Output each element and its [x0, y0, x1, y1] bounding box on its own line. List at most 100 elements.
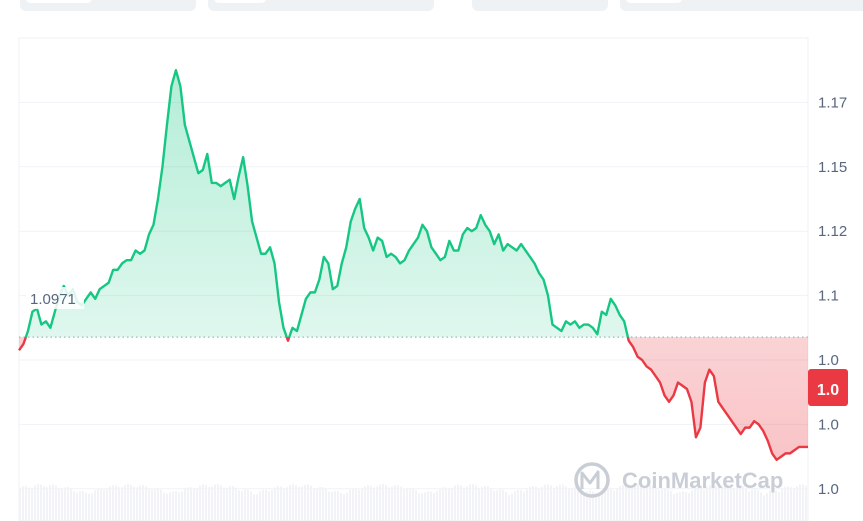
volume-bar: [643, 487, 645, 521]
baseline-label-bg: [26, 287, 84, 309]
current-price-label: 1.0: [817, 382, 839, 399]
volume-bar: [538, 488, 540, 521]
volume-bar: [439, 488, 441, 521]
volume-bar: [118, 487, 120, 521]
volume-bar: [436, 490, 438, 521]
volume-bar: [595, 493, 597, 521]
volume-bar: [268, 491, 270, 521]
volume-bar: [181, 491, 183, 521]
volume-bar: [748, 491, 750, 521]
volume-bar: [577, 487, 579, 521]
volume-bar: [313, 488, 315, 521]
volume-bar: [760, 492, 762, 521]
volume-bar: [535, 486, 537, 521]
volume-bar: [154, 488, 156, 521]
volume-bar: [544, 484, 546, 521]
volume-bar: [412, 488, 414, 521]
volume-bar: [274, 487, 276, 521]
volume-bar: [151, 489, 153, 521]
volume-bar: [751, 489, 753, 521]
volume-bar: [691, 490, 693, 521]
volume-bar: [634, 484, 636, 521]
volume-bar: [388, 487, 390, 521]
volume-bar: [721, 485, 723, 521]
tab-selected-indicator: [214, 0, 266, 3]
volume-bar: [160, 489, 162, 521]
volume-bar: [109, 486, 111, 521]
volume-bar: [211, 486, 213, 521]
volume-bar: [451, 487, 453, 521]
volume-bar: [703, 489, 705, 521]
volume-bar: [52, 484, 54, 521]
volume-bar: [346, 492, 348, 521]
volume-bar: [262, 489, 264, 521]
volume-bar: [163, 492, 165, 521]
volume-bar: [226, 487, 228, 521]
volume-bar: [238, 490, 240, 521]
chart-type-tab-2[interactable]: [620, 0, 863, 11]
volume-bar: [349, 489, 351, 521]
volume-bar: [310, 485, 312, 521]
volume-bar: [394, 485, 396, 521]
volume-bar: [553, 487, 555, 521]
volume-bar: [448, 489, 450, 521]
volume-bar: [397, 485, 399, 521]
volume-bar: [325, 488, 327, 521]
volume-bar: [49, 485, 51, 521]
volume-bar: [484, 485, 486, 521]
volume-bar: [403, 489, 405, 521]
time-range-tab-2[interactable]: [208, 0, 434, 11]
volume-bar: [607, 488, 609, 521]
volume-bar: [145, 486, 147, 521]
volume-bar: [136, 487, 138, 521]
volume-bar: [91, 493, 93, 521]
volume-bar: [406, 489, 408, 521]
volume-bar: [802, 484, 804, 521]
volume-bar: [385, 485, 387, 521]
volume-bar: [343, 494, 345, 521]
volume-bar: [286, 487, 288, 521]
volume-bar: [673, 493, 675, 521]
volume-bar: [127, 484, 129, 521]
volume-bar: [55, 485, 57, 521]
volume-bar: [328, 491, 330, 521]
volume-bar: [559, 484, 561, 521]
volume-bar: [652, 485, 654, 521]
y-tick-label: 1.17: [818, 94, 847, 111]
volume-bar: [421, 493, 423, 521]
tab-selected-indicator: [26, 0, 92, 3]
volume-bar: [112, 485, 114, 521]
volume-bar: [625, 486, 627, 521]
volume-bar: [130, 484, 132, 521]
volume-bar: [61, 488, 63, 521]
y-tick-label: 1.1: [818, 288, 839, 305]
volume-bar: [217, 484, 219, 521]
y-tick-label: 1.0: [818, 352, 839, 369]
volume-bar: [43, 486, 45, 521]
volume-bar: [592, 491, 594, 521]
time-range-tab-1[interactable]: [20, 0, 196, 11]
volume-bar: [778, 492, 780, 521]
volume-bar: [301, 486, 303, 521]
volume-bar: [40, 484, 42, 521]
volume-bar: [649, 485, 651, 521]
volume-bar: [115, 485, 117, 521]
volume-bar: [697, 487, 699, 521]
volume-bar: [37, 484, 39, 521]
volume-bar: [613, 490, 615, 521]
volume-bar: [730, 485, 732, 521]
volume-bar: [196, 488, 198, 521]
volume-bar: [220, 485, 222, 521]
volume-bar: [610, 489, 612, 521]
area-fill-down: [19, 337, 808, 460]
volume-bar: [256, 494, 258, 521]
volume-bar: [655, 487, 657, 521]
volume-bar: [103, 489, 105, 521]
volume-bar: [367, 485, 369, 521]
volume-bar: [805, 485, 807, 521]
volume-bar: [529, 487, 531, 521]
chart-type-tab-1[interactable]: [472, 0, 608, 11]
volume-bar: [337, 491, 339, 521]
volume-bar: [601, 491, 603, 521]
